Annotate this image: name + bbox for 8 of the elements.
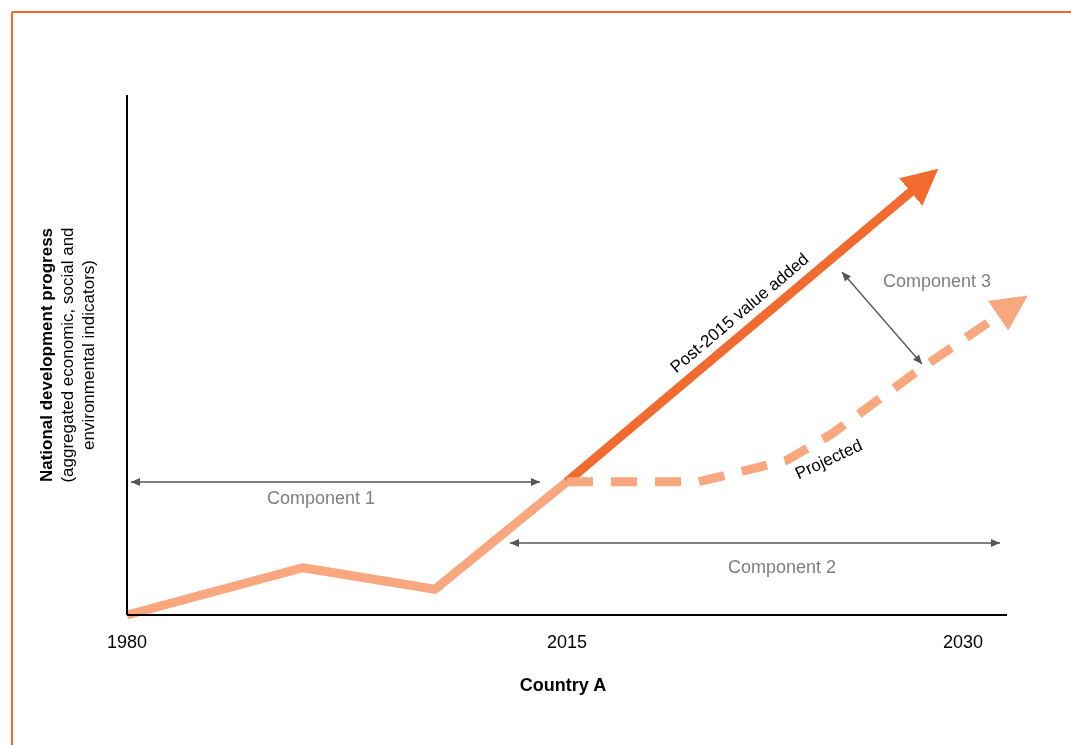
annotation: Component 2 — [727, 557, 837, 577]
y-axis-title: National development progress (aggregated economic, social and environmental indicators) — [37, 227, 98, 483]
annotation: Component 3 — [882, 271, 992, 291]
x-axis-title: Country A — [519, 675, 607, 695]
x-tick-label: 1980 — [106, 632, 148, 652]
x-tick-label: 2030 — [942, 632, 984, 652]
annotation: Component 1 — [266, 488, 376, 508]
x-tick-label: 2015 — [546, 632, 588, 652]
